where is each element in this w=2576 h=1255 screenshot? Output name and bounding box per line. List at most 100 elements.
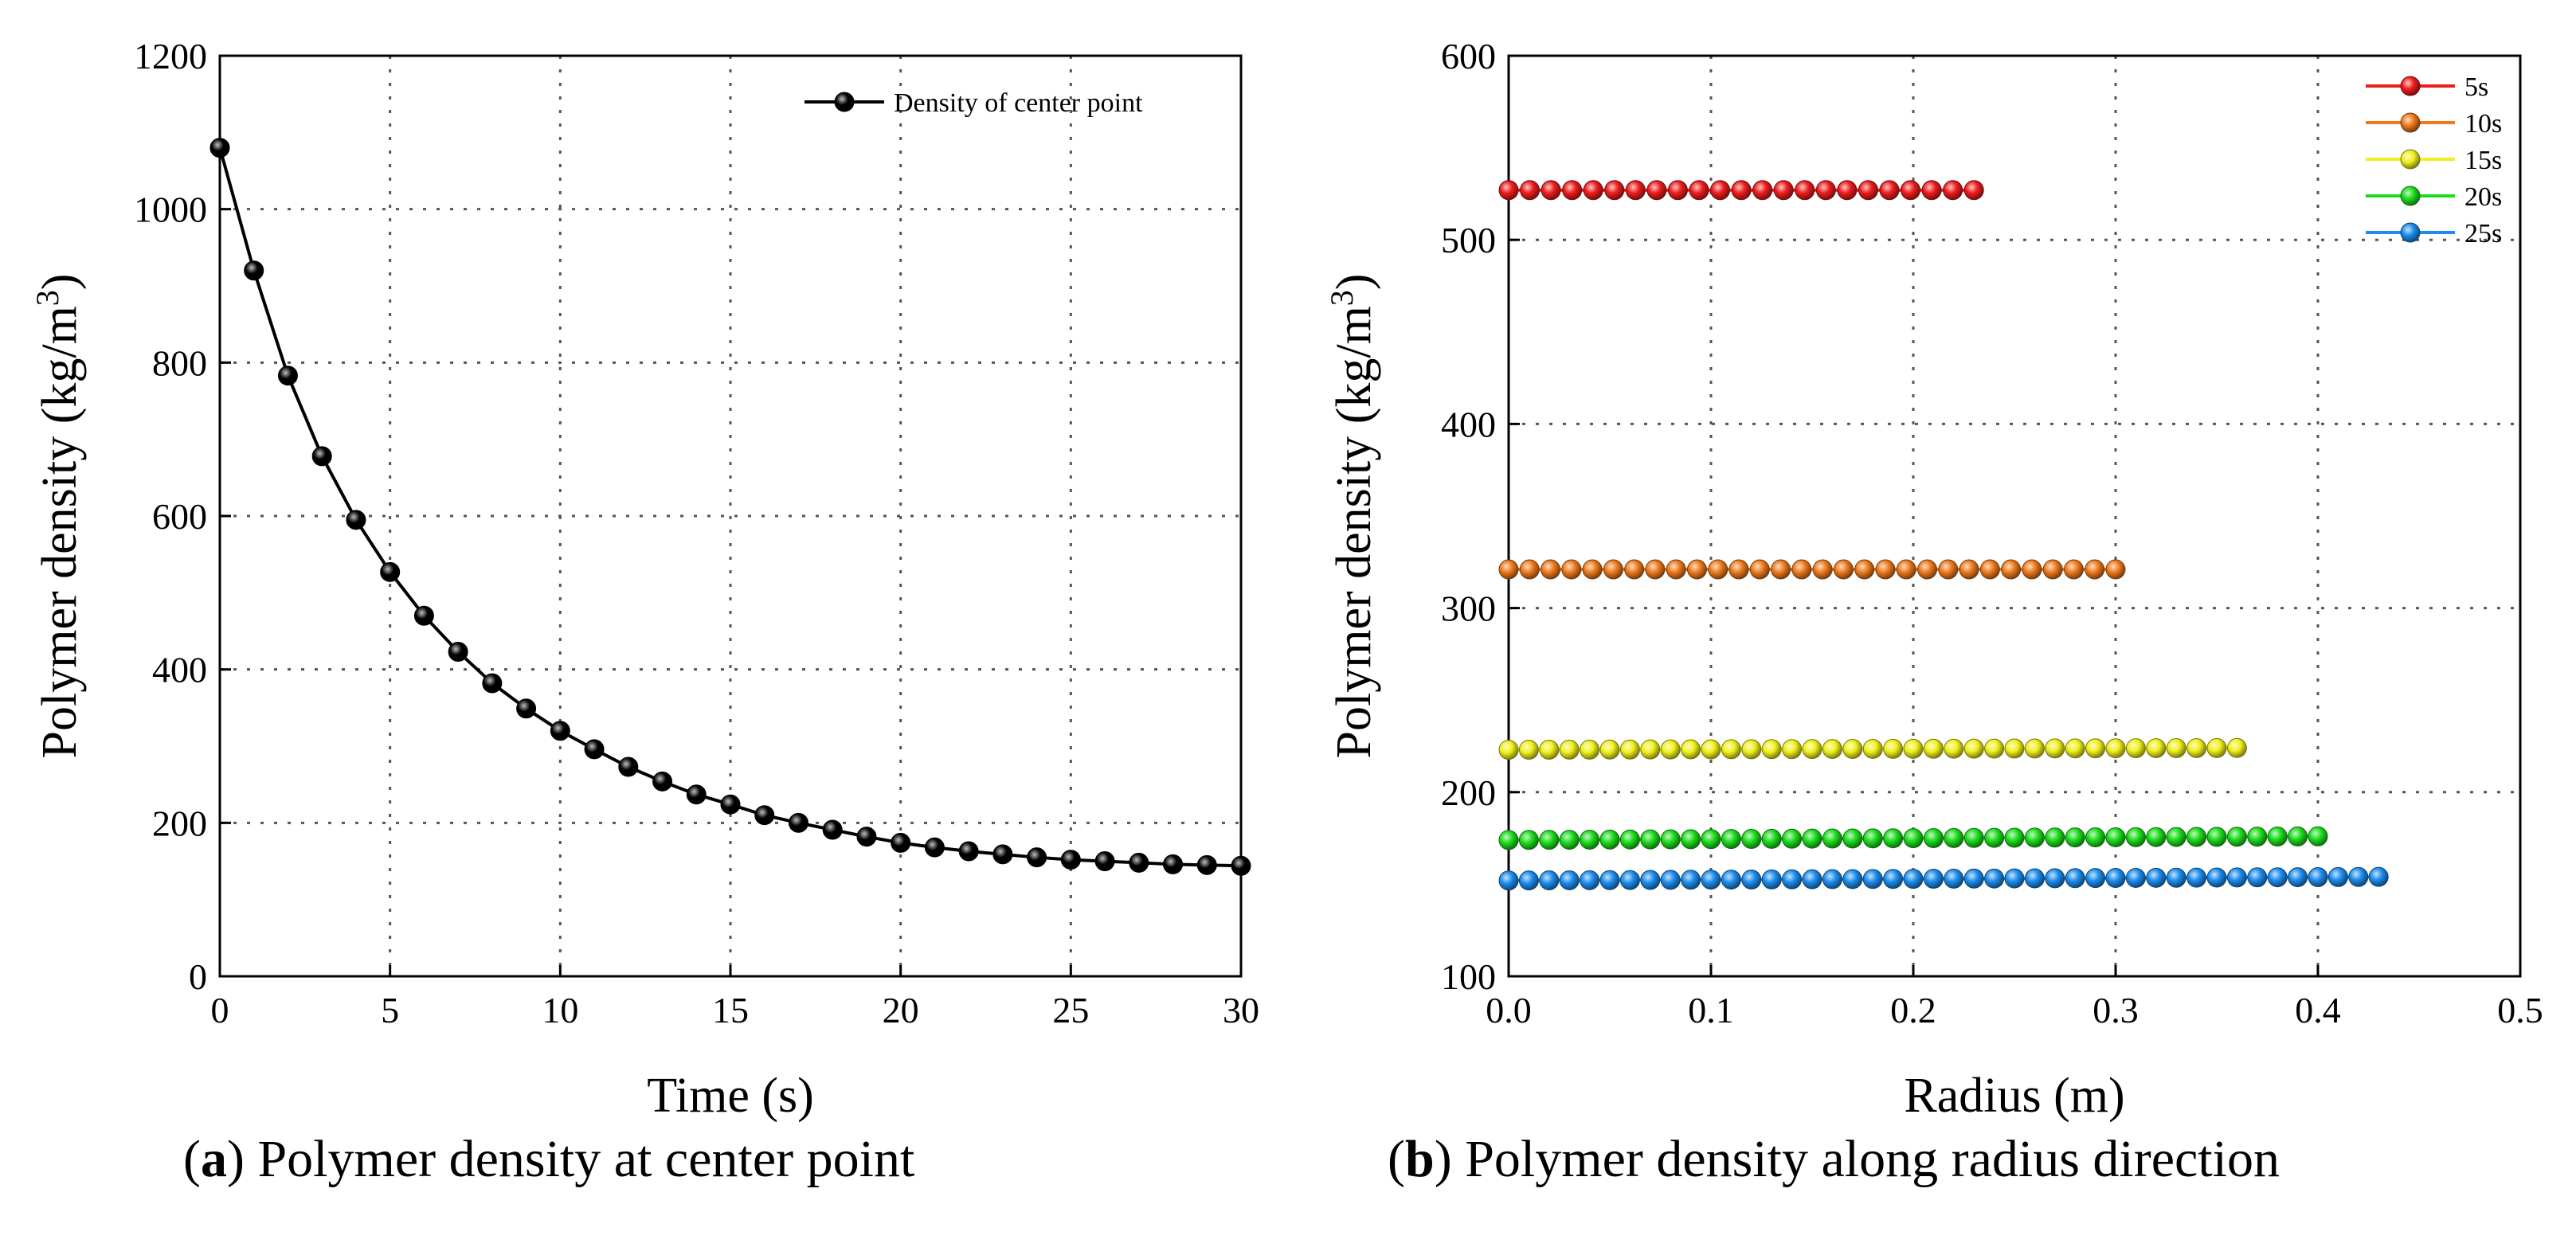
data-point bbox=[1862, 869, 1883, 889]
data-point bbox=[2186, 827, 2207, 847]
data-point bbox=[277, 366, 298, 386]
data-point bbox=[1640, 829, 1661, 850]
data-point bbox=[2146, 867, 2167, 888]
data-point bbox=[1959, 559, 1979, 580]
data-point bbox=[1660, 870, 1681, 890]
caption-a-label: a bbox=[200, 1130, 227, 1188]
data-point bbox=[2186, 737, 2207, 758]
data-point bbox=[1773, 180, 1794, 201]
data-point bbox=[1862, 828, 1883, 849]
data-point bbox=[2085, 868, 2106, 889]
data-point bbox=[1619, 870, 1640, 890]
data-point bbox=[2226, 827, 2247, 847]
data-point bbox=[1518, 830, 1539, 850]
data-point bbox=[1944, 827, 1964, 848]
data-point bbox=[720, 794, 741, 815]
x-tick-label: 0.1 bbox=[1688, 990, 1734, 1030]
caption-a: (a) Polymer density at center point bbox=[183, 1130, 915, 1188]
data-point bbox=[1701, 829, 1721, 850]
data-point bbox=[1944, 738, 1964, 759]
y-axis-label-tail: ) bbox=[33, 274, 87, 291]
data-point bbox=[1520, 180, 1541, 201]
data-point bbox=[1619, 739, 1640, 760]
data-point bbox=[2327, 866, 2348, 887]
caption-a-text: Polymer density at center point bbox=[257, 1130, 915, 1188]
data-point bbox=[1094, 851, 1115, 871]
data-point bbox=[1681, 739, 1701, 760]
chart-b: 0.0 0.1 0.2 0.3 0.4 0.5 100 200 300 400 500 600 Radi… bbox=[1324, 36, 2543, 1123]
data-point bbox=[2085, 827, 2106, 848]
data-point bbox=[2045, 827, 2065, 848]
data-point bbox=[958, 841, 979, 862]
data-point bbox=[1666, 559, 1686, 580]
y-tick-label: 400 bbox=[152, 650, 207, 690]
data-point bbox=[2247, 867, 2268, 888]
data-point bbox=[2368, 866, 2389, 887]
data-point bbox=[1963, 180, 1984, 201]
data-point bbox=[1129, 852, 1149, 873]
data-point bbox=[1896, 559, 1916, 580]
data-point bbox=[1721, 870, 1741, 890]
data-point bbox=[1795, 180, 1815, 201]
data-point bbox=[1559, 739, 1580, 760]
data-point bbox=[380, 561, 401, 582]
y-tick-label: 0 bbox=[189, 956, 207, 997]
data-point bbox=[1645, 559, 1666, 580]
data-point bbox=[2004, 868, 2025, 889]
data-point bbox=[1938, 559, 1959, 580]
data-point bbox=[1837, 180, 1858, 201]
data-point bbox=[788, 812, 808, 833]
x-tick-label: 0 bbox=[211, 990, 229, 1030]
data-point bbox=[1903, 738, 1924, 759]
data-point bbox=[1060, 850, 1081, 870]
data-point bbox=[1963, 827, 1984, 848]
plot-frame bbox=[1507, 54, 2522, 978]
data-point bbox=[1710, 180, 1731, 201]
legend-label: 10s bbox=[2464, 109, 2502, 139]
x-axis-label: Radius (m) bbox=[1904, 1069, 2124, 1123]
data-point bbox=[2004, 827, 2025, 848]
data-point bbox=[1539, 870, 1560, 891]
data-point bbox=[1559, 830, 1580, 850]
data-point bbox=[2024, 868, 2045, 889]
legend-label: 20s bbox=[2464, 182, 2502, 212]
y-tick-label: 100 bbox=[1441, 956, 1496, 997]
data-point bbox=[2065, 827, 2085, 848]
data-point bbox=[1875, 559, 1896, 580]
data-point bbox=[482, 673, 503, 694]
data-point bbox=[1539, 739, 1560, 760]
legend-label: 15s bbox=[2464, 146, 2502, 175]
data-point bbox=[924, 837, 945, 858]
data-point bbox=[856, 827, 877, 847]
data-point bbox=[1842, 828, 1863, 849]
data-point bbox=[1624, 559, 1645, 580]
x-tick-label: 25 bbox=[1052, 990, 1089, 1030]
data-point bbox=[1749, 559, 1770, 580]
data-point bbox=[2024, 827, 2045, 848]
data-point bbox=[2001, 559, 2022, 580]
data-point bbox=[1625, 180, 1646, 201]
data-point bbox=[1196, 854, 1217, 875]
data-point bbox=[2024, 738, 2045, 759]
data-point bbox=[2042, 559, 2063, 580]
data-point bbox=[1879, 180, 1900, 201]
data-point bbox=[346, 510, 366, 530]
data-point bbox=[1559, 870, 1580, 890]
x-tick-label: 15 bbox=[712, 990, 749, 1030]
data-point bbox=[1833, 559, 1854, 580]
data-point bbox=[2085, 738, 2106, 759]
x-tick-label: 0.3 bbox=[2093, 990, 2139, 1030]
data-point bbox=[1604, 180, 1625, 201]
data-point bbox=[1721, 739, 1741, 760]
data-point bbox=[1822, 739, 1842, 760]
data-point bbox=[1862, 738, 1883, 759]
data-point bbox=[1761, 828, 1782, 849]
data-point bbox=[1580, 739, 1600, 760]
data-point bbox=[1721, 829, 1741, 850]
data-point bbox=[891, 832, 911, 853]
data-point bbox=[1519, 559, 1540, 580]
data-point bbox=[822, 819, 843, 840]
data-point bbox=[992, 844, 1013, 865]
data-point bbox=[516, 698, 537, 719]
